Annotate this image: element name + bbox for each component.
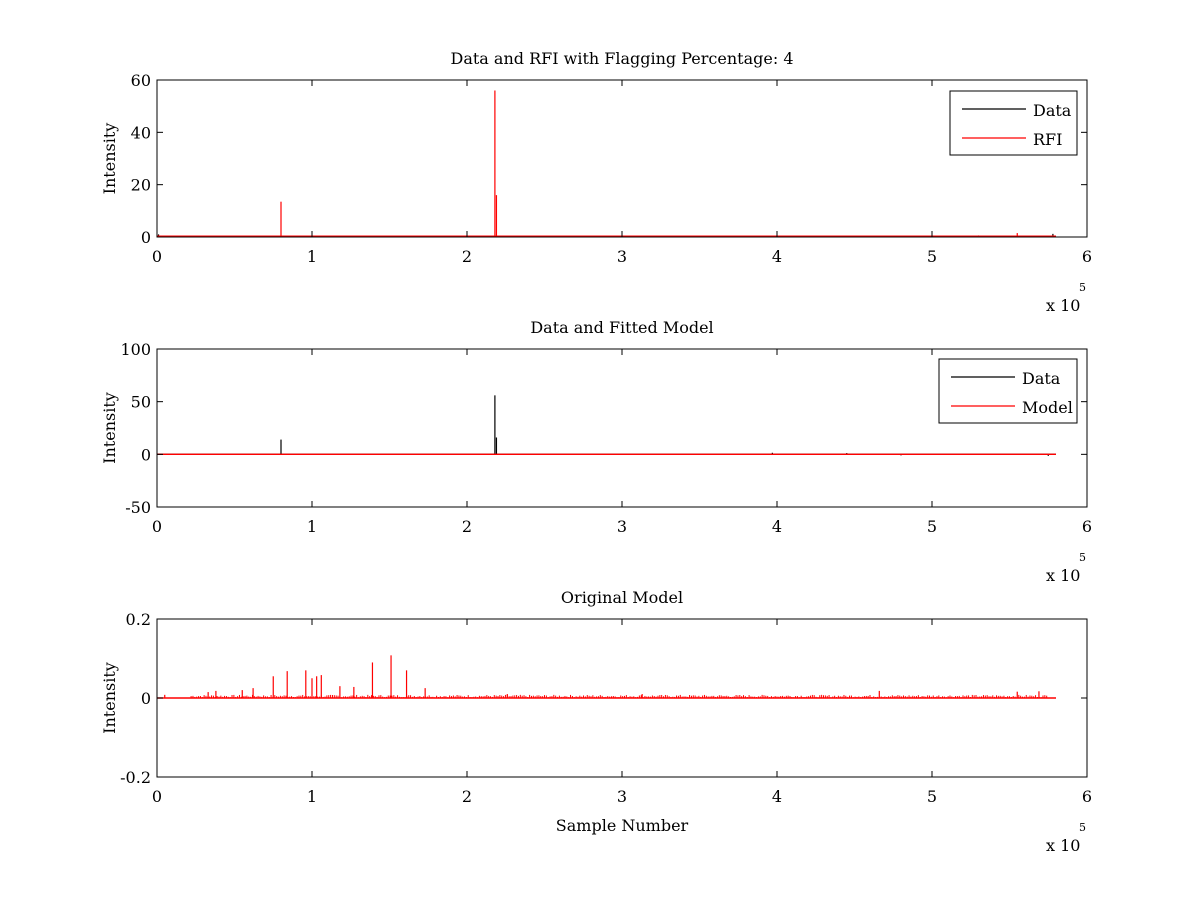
- x-multiplier-label: x 10: [1046, 566, 1080, 585]
- x-tick-label: 2: [462, 247, 472, 266]
- legend-label-data: Data: [1022, 369, 1061, 388]
- legend-box: [949, 90, 1078, 156]
- y-tick-label: 0.2: [126, 610, 151, 629]
- y-tick-label: 0: [141, 228, 151, 247]
- x-tick-label: 1: [307, 517, 317, 536]
- x-tick-label: 4: [772, 247, 782, 266]
- chart-title: Original Model: [561, 588, 683, 607]
- x-tick-label: 6: [1082, 787, 1092, 806]
- legend-box: [938, 358, 1078, 424]
- x-multiplier-label: x 10: [1046, 296, 1080, 315]
- x-multiplier-exponent: 5: [1079, 551, 1086, 564]
- series-model-3: [157, 655, 1056, 699]
- x-tick-label: 3: [617, 247, 627, 266]
- legend: Data Model: [938, 358, 1078, 424]
- legend-label-model: Model: [1022, 398, 1073, 417]
- y-tick-label: -0.2: [120, 768, 151, 787]
- x-tick-label: 1: [307, 787, 317, 806]
- x-tick-label: 1: [307, 247, 317, 266]
- x-tick-label: 6: [1082, 517, 1092, 536]
- x-multiplier-exponent: 5: [1079, 821, 1086, 834]
- y-tick-label: 0: [141, 689, 151, 708]
- legend: Data RFI: [949, 90, 1078, 156]
- axes-box: [156, 79, 1088, 238]
- x-tick-label: 0: [152, 247, 162, 266]
- x-tick-label: 3: [617, 517, 627, 536]
- y-axis-label: Intensity: [100, 392, 119, 464]
- series-rfi-1: [157, 90, 1056, 237]
- y-axis-label: Intensity: [100, 662, 119, 734]
- x-tick-label: 4: [772, 787, 782, 806]
- x-tick-label: 5: [927, 247, 937, 266]
- x-tick-label: 6: [1082, 247, 1092, 266]
- y-tick-label: 60: [131, 71, 151, 90]
- chart-title: Data and Fitted Model: [530, 318, 713, 337]
- y-tick-label: -50: [125, 498, 151, 517]
- x-multiplier-exponent: 5: [1079, 281, 1086, 294]
- x-axis-label: Sample Number: [556, 816, 689, 835]
- x-tick-label: 3: [617, 787, 627, 806]
- chart-title: Data and RFI with Flagging Percentage: 4: [450, 49, 793, 68]
- y-tick-label: 50: [131, 393, 151, 412]
- legend-label-data: Data: [1033, 101, 1072, 120]
- x-tick-label: 2: [462, 517, 472, 536]
- x-multiplier-label: x 10: [1046, 836, 1080, 855]
- y-tick-label: 100: [120, 340, 151, 359]
- y-tick-label: 20: [131, 176, 151, 195]
- y-tick-label: 0: [141, 445, 151, 464]
- x-tick-label: 0: [152, 787, 162, 806]
- x-tick-label: 0: [152, 517, 162, 536]
- series-data-2: [157, 395, 1056, 456]
- legend-label-rfi: RFI: [1033, 130, 1062, 149]
- x-tick-label: 2: [462, 787, 472, 806]
- x-tick-label: 4: [772, 517, 782, 536]
- x-tick-label: 5: [927, 787, 937, 806]
- y-tick-label: 40: [131, 123, 151, 142]
- x-tick-label: 5: [927, 517, 937, 536]
- y-axis-label: Intensity: [100, 123, 119, 195]
